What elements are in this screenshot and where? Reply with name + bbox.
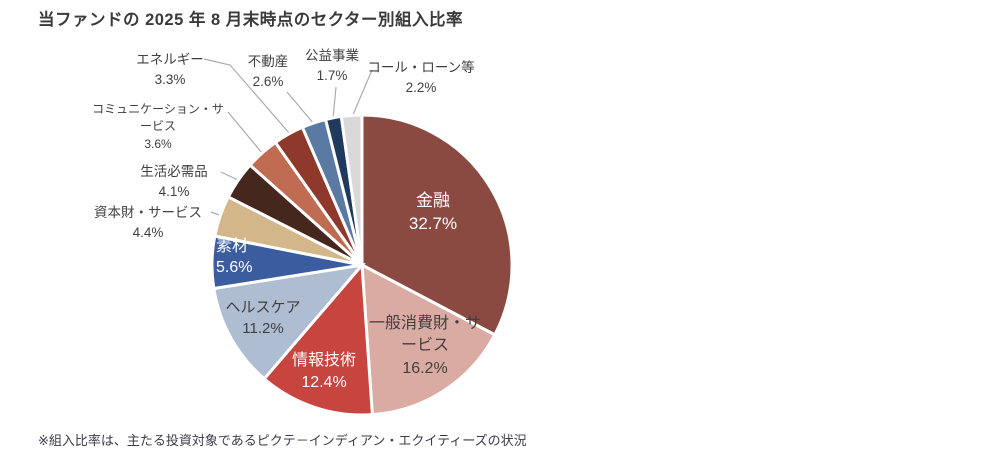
slice-name: エネルギー bbox=[136, 52, 204, 67]
slice-name: 資本財・サービス bbox=[94, 205, 202, 220]
slice-name: 金融 bbox=[416, 191, 450, 210]
pie-label-materials: 素材 5.6% bbox=[216, 237, 296, 279]
slice-pct: 3.6% bbox=[144, 136, 172, 151]
leader-line bbox=[332, 86, 337, 120]
slice-name: ヘルスケア bbox=[225, 299, 301, 316]
leader-line bbox=[286, 91, 315, 125]
slice-pct: 11.2% bbox=[242, 320, 284, 337]
pie-slice-consumer-discretionary bbox=[360, 262, 497, 417]
slice-name: コミュニケーション・サービス bbox=[92, 102, 224, 134]
slice-pct: 3.3% bbox=[154, 71, 186, 87]
slice-name: 素材 bbox=[216, 238, 249, 255]
slice-pct: 12.4% bbox=[301, 374, 347, 392]
pie-label-communication-services: コミュニケーション・サービス 3.6% bbox=[92, 101, 224, 153]
pie-label-financials: 金融 32.7% bbox=[371, 190, 495, 236]
slice-name: 情報技術 bbox=[291, 352, 356, 369]
slice-pct: 1.7% bbox=[316, 67, 348, 83]
slice-name: 不動産 bbox=[247, 54, 289, 69]
leader-line bbox=[203, 58, 291, 135]
slice-pct: 5.6% bbox=[216, 258, 253, 276]
slice-pct: 2.2% bbox=[405, 79, 437, 95]
footnote: ※組入比率は、主たる投資対象であるピクテ－インディアン・エクイティーズの状況 bbox=[38, 433, 527, 448]
pie-slice-financials bbox=[360, 113, 514, 337]
slice-pct: 16.2% bbox=[402, 359, 448, 377]
pie-label-utilities: 公益事業 1.7% bbox=[276, 46, 388, 85]
pie-slice-healthcare bbox=[212, 262, 366, 381]
pie-label-real-estate: 不動産 2.6% bbox=[212, 52, 324, 91]
leader-line bbox=[220, 171, 241, 182]
slice-name: コール・ローン等 bbox=[367, 60, 475, 75]
pie-slice-call-loans-etc bbox=[339, 113, 364, 266]
pie-label-healthcare: ヘルスケア 11.2% bbox=[201, 297, 325, 339]
slice-pct: 32.7% bbox=[408, 213, 458, 233]
slice-pct: 4.4% bbox=[132, 224, 164, 240]
slice-pct: 4.1% bbox=[158, 183, 190, 199]
pie-slice-information-technology bbox=[262, 261, 375, 417]
pie-label-information-technology: 情報技術 12.4% bbox=[262, 350, 386, 395]
slice-name: 公益事業 bbox=[305, 48, 359, 63]
slice-name: 生活必需品 bbox=[140, 164, 208, 179]
pie-label-industrials: 資本財・サービス 4.4% bbox=[86, 203, 210, 242]
chart-title: 当ファンドの 2025 年 8 月末時点のセクター別組入比率 bbox=[38, 11, 464, 29]
pie-label-call-loans-etc: コール・ローン等 2.2% bbox=[357, 58, 485, 97]
slice-name: 一般消費財・サービス bbox=[368, 315, 481, 355]
leader-line bbox=[227, 111, 263, 154]
slice-pct: 2.6% bbox=[252, 73, 284, 89]
leader-line bbox=[351, 69, 373, 118]
pie-label-energy: エネルギー 3.3% bbox=[112, 50, 228, 89]
pie-label-consumer-discretionary: 一般消費財・サービス 16.2% bbox=[363, 313, 487, 380]
pie-label-consumer-staples: 生活必需品 4.1% bbox=[114, 162, 234, 201]
